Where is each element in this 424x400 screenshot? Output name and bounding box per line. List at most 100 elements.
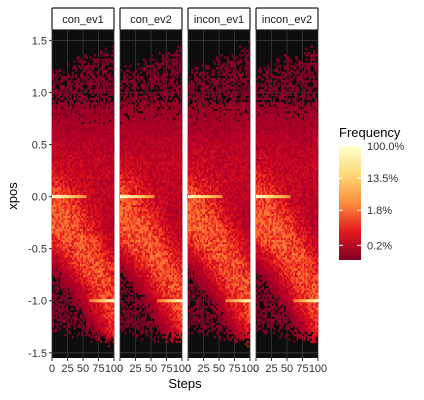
heatmap-cell	[110, 117, 113, 120]
heatmap-cell	[90, 174, 93, 177]
heatmap-cell	[76, 126, 79, 129]
heatmap-cell	[103, 78, 105, 81]
heatmap-cell	[83, 143, 85, 147]
heatmap-cell	[90, 303, 93, 306]
heatmap-cell	[62, 222, 65, 225]
heatmap-cell	[78, 272, 81, 276]
heatmap-cell	[93, 137, 96, 140]
heatmap-cell	[64, 121, 67, 125]
heatmap-cell	[65, 185, 68, 188]
heatmap-cell	[73, 172, 76, 175]
heatmap-cell	[69, 82, 71, 85]
heatmap-cell	[103, 163, 105, 166]
heatmap-cell	[110, 277, 113, 280]
heatmap-cell	[92, 288, 95, 291]
heatmap-cell	[95, 222, 98, 225]
heatmap-cell	[72, 180, 74, 184]
heatmap-cell	[65, 200, 68, 204]
heatmap-cell	[79, 274, 82, 278]
heatmap-cell	[69, 224, 71, 228]
heatmap-cell	[72, 292, 74, 295]
heatmap-cell	[79, 277, 82, 280]
heatmap-cell	[90, 307, 93, 311]
heatmap-cell	[87, 104, 90, 107]
heatmap-cell	[110, 250, 113, 254]
heatmap-cell	[109, 257, 112, 260]
heatmap-cell	[96, 329, 99, 333]
heatmap-cell	[96, 183, 99, 186]
heatmap-cell	[86, 202, 88, 206]
heatmap-cell	[126, 298, 129, 302]
heatmap-cell	[56, 222, 59, 225]
heatmap-cell	[101, 331, 104, 335]
heatmap-cell	[52, 228, 54, 232]
heatmap-cell	[104, 163, 107, 166]
heatmap-cell	[56, 237, 59, 241]
heatmap-cell	[69, 209, 71, 212]
heatmap-cell	[67, 248, 70, 252]
heatmap-cell	[124, 255, 127, 258]
heatmap-cell	[65, 288, 68, 291]
heatmap-cell	[98, 84, 101, 88]
heatmap-cell	[92, 180, 95, 184]
heatmap-cell	[83, 178, 85, 182]
heatmap-cell	[92, 314, 95, 317]
heatmap-cell	[100, 67, 102, 70]
heatmap-cell	[83, 288, 85, 291]
heatmap-cell	[103, 62, 105, 66]
heatmap-cell	[78, 178, 81, 182]
heatmap-cell	[72, 296, 74, 300]
heatmap-cell	[86, 124, 88, 127]
heatmap-cell	[78, 143, 81, 147]
heatmap-cell	[103, 141, 105, 145]
heatmap-cell	[53, 143, 56, 147]
heatmap-cell	[107, 340, 110, 343]
heatmap-cell	[67, 121, 70, 125]
heatmap-cell	[55, 113, 57, 116]
heatmap-cell	[70, 285, 73, 289]
heatmap-cell	[112, 303, 115, 306]
heatmap-cell	[73, 128, 76, 131]
heatmap-cell	[112, 204, 115, 208]
heatmap-cell	[112, 279, 115, 282]
heatmap-cell	[75, 75, 78, 79]
start-band-cell	[55, 195, 57, 199]
heatmap-cell	[121, 292, 124, 295]
heatmap-cell	[65, 154, 68, 158]
heatmap-cell	[110, 323, 113, 326]
heatmap-cell	[55, 226, 57, 230]
heatmap-cell	[84, 281, 87, 284]
heatmap-cell	[98, 148, 101, 151]
heatmap-cell	[84, 228, 87, 232]
heatmap-cell	[55, 209, 57, 212]
heatmap-cell	[79, 242, 82, 245]
heatmap-cell	[93, 318, 96, 322]
heatmap-cell	[112, 169, 115, 173]
heatmap-cell	[109, 117, 112, 120]
heatmap-cell	[78, 305, 81, 309]
heatmap-cell	[55, 239, 57, 243]
heatmap-cell	[90, 196, 93, 199]
heatmap-cell	[76, 169, 79, 173]
heatmap-cell	[100, 167, 102, 171]
heatmap-cell	[100, 292, 102, 295]
heatmap-cell	[107, 220, 110, 223]
heatmap-cell	[73, 263, 76, 267]
heatmap-cell	[58, 104, 61, 107]
heatmap-cell	[78, 139, 81, 142]
heatmap-cell	[64, 318, 67, 322]
heatmap-cell	[109, 126, 112, 129]
heatmap-cell	[112, 124, 115, 127]
heatmap-cell	[62, 231, 65, 234]
heatmap-cell	[124, 183, 127, 186]
heatmap-cell	[55, 285, 57, 289]
heatmap-cell	[106, 174, 109, 177]
heatmap-cell	[124, 246, 127, 249]
heatmap-cell	[78, 106, 81, 110]
heatmap-cell	[53, 207, 56, 210]
heatmap-cell	[104, 274, 107, 278]
heatmap-cell	[83, 305, 85, 309]
heatmap-cell	[72, 67, 74, 70]
heatmap-cell	[90, 316, 93, 319]
heatmap-cell	[59, 213, 62, 217]
